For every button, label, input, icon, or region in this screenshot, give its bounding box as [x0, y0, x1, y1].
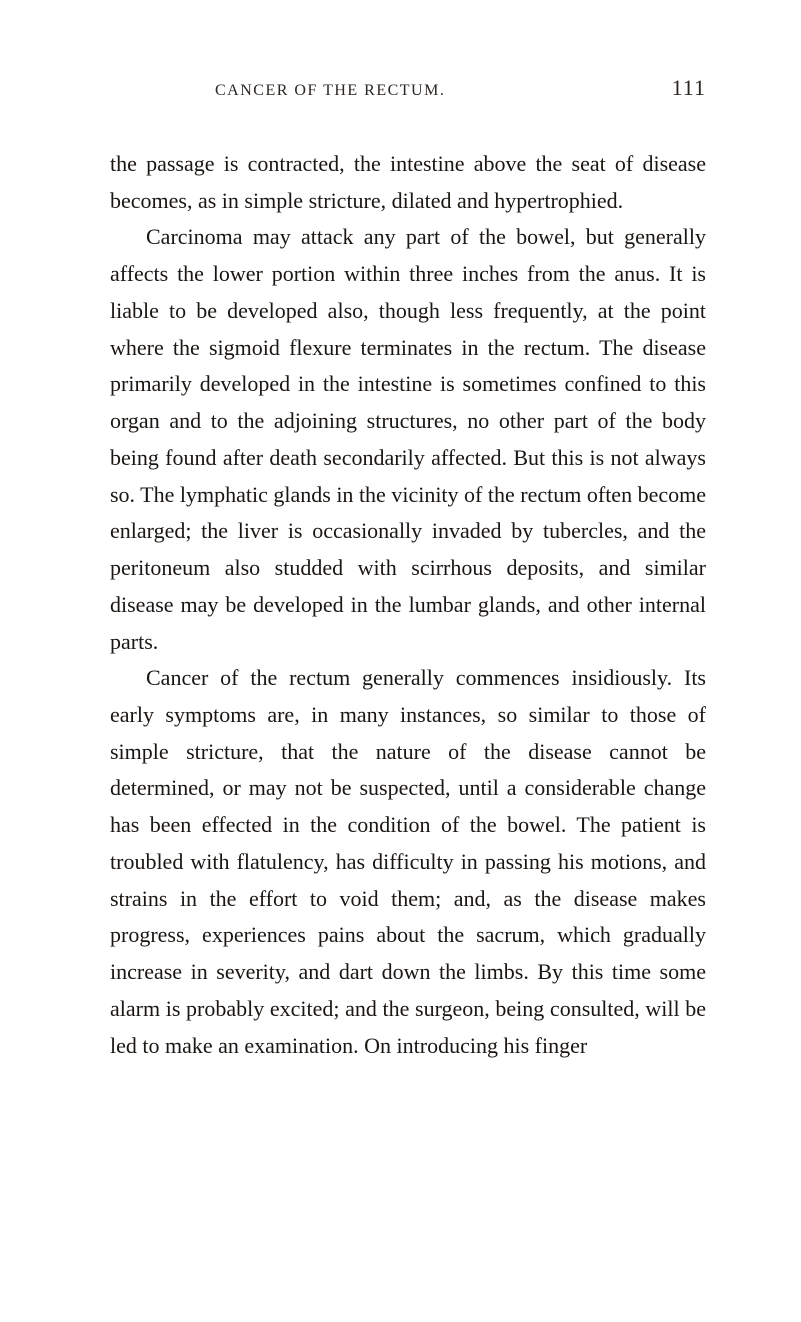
paragraph-2: Carcinoma may attack any part of the bow… [110, 219, 706, 660]
paragraph-1: the passage is contracted, the intestine… [110, 146, 706, 219]
header-title: CANCER OF THE RECTUM. [215, 82, 445, 100]
page-number: 111 [672, 75, 706, 101]
paragraph-3: Cancer of the rectum generally commences… [110, 660, 706, 1064]
page-header: CANCER OF THE RECTUM. 111 [110, 75, 706, 101]
body-content: the passage is contracted, the intestine… [110, 146, 706, 1064]
